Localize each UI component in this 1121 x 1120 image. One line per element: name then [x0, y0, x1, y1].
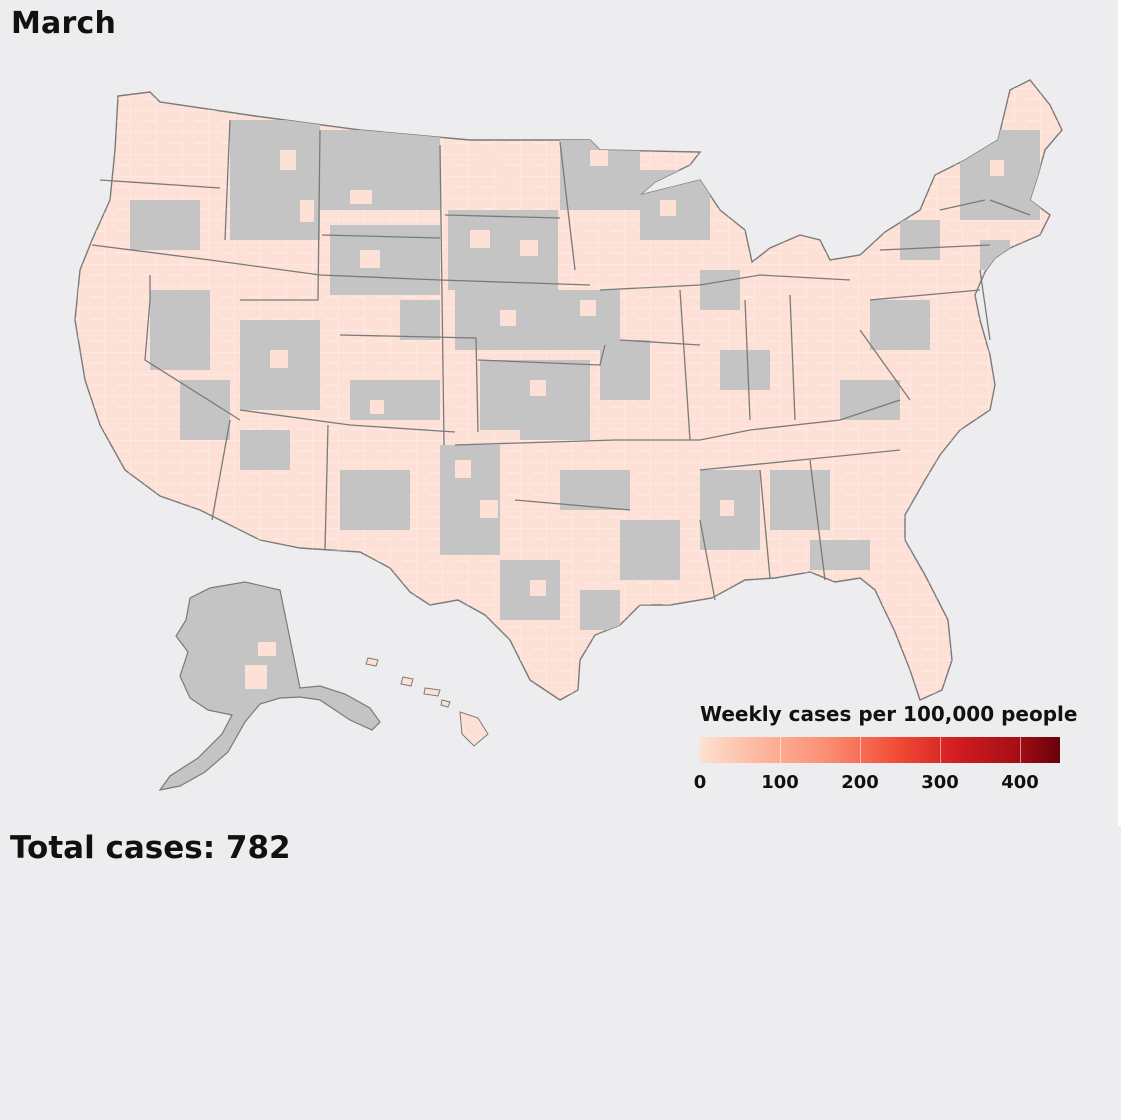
legend-color-bar [700, 737, 1060, 763]
legend-label-0: 0 [693, 772, 707, 793]
legend-label-300: 300 [921, 772, 959, 793]
legend-tick-3 [1020, 737, 1021, 763]
legend-tick-2 [940, 737, 941, 763]
right-edge-strip [1118, 0, 1121, 826]
legend-title: Weekly cases per 100,000 people [700, 702, 1078, 726]
month-title: March [11, 6, 117, 41]
legend-label-100: 100 [761, 772, 799, 793]
legend-tick-0 [780, 737, 781, 763]
legend-label-400: 400 [1001, 772, 1039, 793]
legend-tick-1 [860, 737, 861, 763]
legend: Weekly cases per 100,000 people 0 100 20… [694, 702, 1100, 802]
us-county-map [74, 79, 1063, 791]
legend-label-200: 200 [841, 772, 879, 793]
hawaii-shape [365, 657, 489, 747]
alaska-shape [158, 581, 381, 791]
state-boundaries [91, 119, 1031, 601]
total-cases-label: Total cases: 782 [10, 830, 291, 866]
alaska-counties [245, 642, 276, 689]
